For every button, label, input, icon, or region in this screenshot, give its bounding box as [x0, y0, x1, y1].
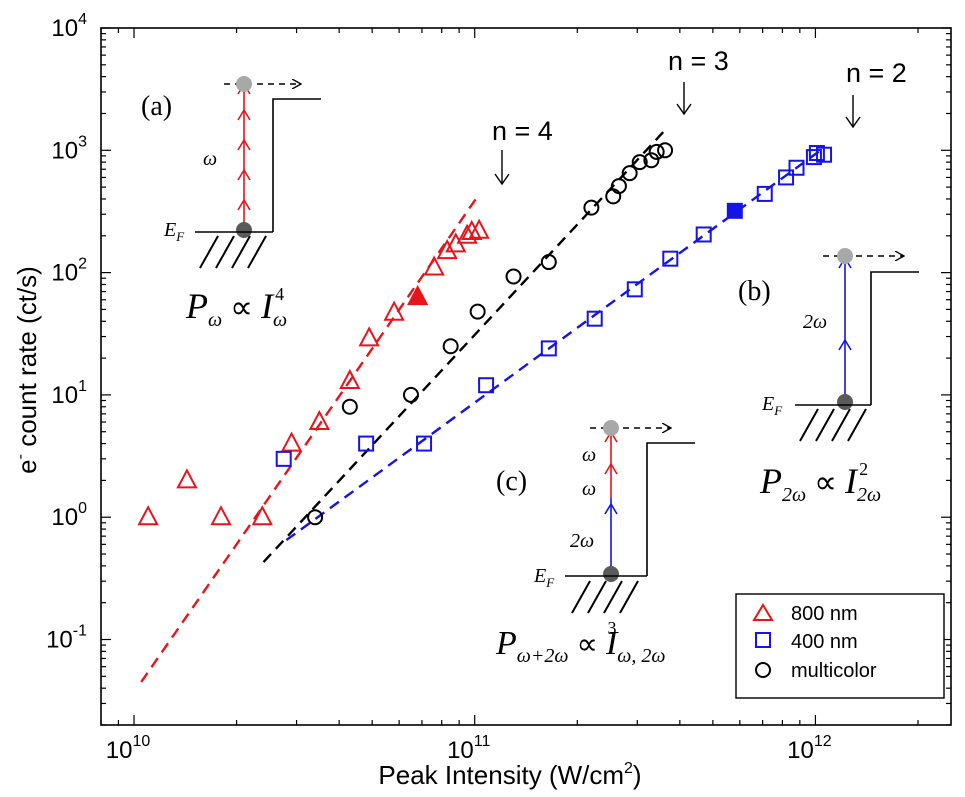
data-point-2 [341, 398, 358, 415]
data-point-0 [210, 505, 232, 526]
data-point-1 [788, 159, 805, 176]
data-point-0 [339, 368, 361, 389]
svg-text:P2ω∝I2ω2: P2ω ∝ I2ω2 [759, 459, 881, 506]
data-point-1 [778, 169, 795, 186]
data-point-0 [176, 468, 198, 489]
plot-frame [100, 27, 952, 726]
data-point-1 [275, 450, 292, 467]
data-point-0 [280, 431, 303, 452]
legend-marker-800nm [752, 603, 774, 621]
y-tick-label: 102 [51, 256, 87, 287]
y-tick-label: 101 [51, 378, 87, 409]
y-tick-label: 103 [51, 133, 87, 164]
y-tick-label: 100 [51, 500, 87, 531]
legend-marker-multicolor [755, 662, 771, 678]
fit-line-2 [262, 127, 668, 563]
svg-text:2ω: 2ω [803, 311, 827, 333]
data-point-0 [456, 223, 478, 244]
svg-text:ω: ω [582, 478, 596, 500]
data-point-1 [662, 250, 679, 267]
svg-text:Pω∝Iω4: Pω ∝ Iω4 [185, 284, 287, 331]
data-point-2 [307, 509, 324, 526]
svg-text:EF: EF [761, 393, 783, 418]
legend-label-400nm: 400 nm [791, 631, 858, 653]
annotation-n3: n = 3 [668, 46, 729, 116]
data-point-0 [251, 505, 273, 526]
annotation-n4: n = 4 [492, 116, 553, 186]
x-tick-label: 1012 [787, 733, 832, 764]
legend-label-800nm: 800 nm [791, 603, 858, 625]
data-point-2 [621, 165, 638, 182]
axis-ticks: 1010 1011 1012 10-1 100 101 102 103 104 [46, 11, 951, 764]
inset-c-diagram: (c) ω ω 2ω EF Pω+2ω ∝ Iω, 2ω3 [495, 420, 695, 667]
data-point-1 [805, 149, 822, 166]
fit-line-0 [140, 195, 479, 683]
data-point-filled-0 [406, 285, 429, 306]
data-point-1 [816, 146, 833, 163]
data-point-0 [137, 505, 159, 526]
data-point-2 [442, 338, 459, 355]
legend-label-multicolor: multicolor [791, 660, 877, 682]
data-point-0 [423, 255, 445, 276]
svg-text:n = 3: n = 3 [668, 46, 729, 76]
data-point-1 [626, 281, 643, 298]
data-point-0 [383, 300, 405, 321]
svg-text:ω: ω [582, 444, 596, 466]
svg-text:n = 4: n = 4 [492, 116, 553, 146]
x-tick-label: 1011 [447, 733, 490, 764]
data-markers [137, 142, 833, 526]
data-point-2 [540, 254, 557, 271]
svg-text:EF: EF [533, 565, 555, 590]
data-point-0 [308, 409, 331, 431]
data-point-0 [436, 238, 458, 260]
x-axis-label: Peak Intensity (W/cm2) [378, 760, 641, 790]
svg-text:Pω+2ω∝Iω, 2ω3: Pω+2ω ∝ Iω, 2ω3 [495, 618, 666, 667]
inset-b-diagram: (b) 2ω EF P2ω ∝ I2ω2 [738, 248, 919, 506]
inset-a-diagram: (a) ω EF Pω ∝ Iω4 [141, 76, 321, 331]
data-point-0 [358, 326, 380, 347]
y-axis-label: e- count rate (ct/s) [12, 266, 42, 474]
y-tick-label: 104 [51, 11, 87, 42]
data-point-2 [648, 143, 665, 160]
data-point-0 [468, 218, 490, 239]
data-point-1 [358, 435, 375, 452]
x-tick-label: 1010 [106, 733, 151, 764]
data-point-2 [583, 199, 600, 216]
data-point-1 [416, 435, 433, 452]
data-point-1 [586, 310, 603, 327]
svg-text:ω: ω [203, 148, 217, 170]
svg-text:(b): (b) [738, 276, 771, 307]
svg-text:(c): (c) [496, 466, 527, 497]
data-point-2 [610, 178, 627, 195]
svg-text:2ω: 2ω [570, 530, 594, 552]
data-point-2 [657, 142, 674, 159]
svg-text:(a): (a) [141, 91, 172, 122]
data-point-1 [695, 226, 712, 243]
data-point-2 [505, 268, 522, 285]
legend: 800 nm 400 nm multicolor [735, 593, 945, 699]
data-point-1 [478, 377, 495, 394]
data-point-2 [402, 386, 419, 403]
data-point-2 [643, 152, 660, 169]
data-point-2 [631, 154, 648, 171]
data-point-0 [461, 219, 483, 240]
data-point-1 [540, 340, 557, 357]
svg-text:EF: EF [163, 219, 185, 244]
legend-marker-400nm [755, 632, 771, 648]
data-point-2 [469, 303, 486, 320]
data-point-filled-1 [726, 202, 743, 219]
y-tick-label: 10-1 [46, 623, 87, 654]
data-point-1 [756, 185, 773, 202]
annotation-n2: n = 2 [845, 58, 907, 129]
svg-text:n = 2: n = 2 [846, 58, 907, 88]
